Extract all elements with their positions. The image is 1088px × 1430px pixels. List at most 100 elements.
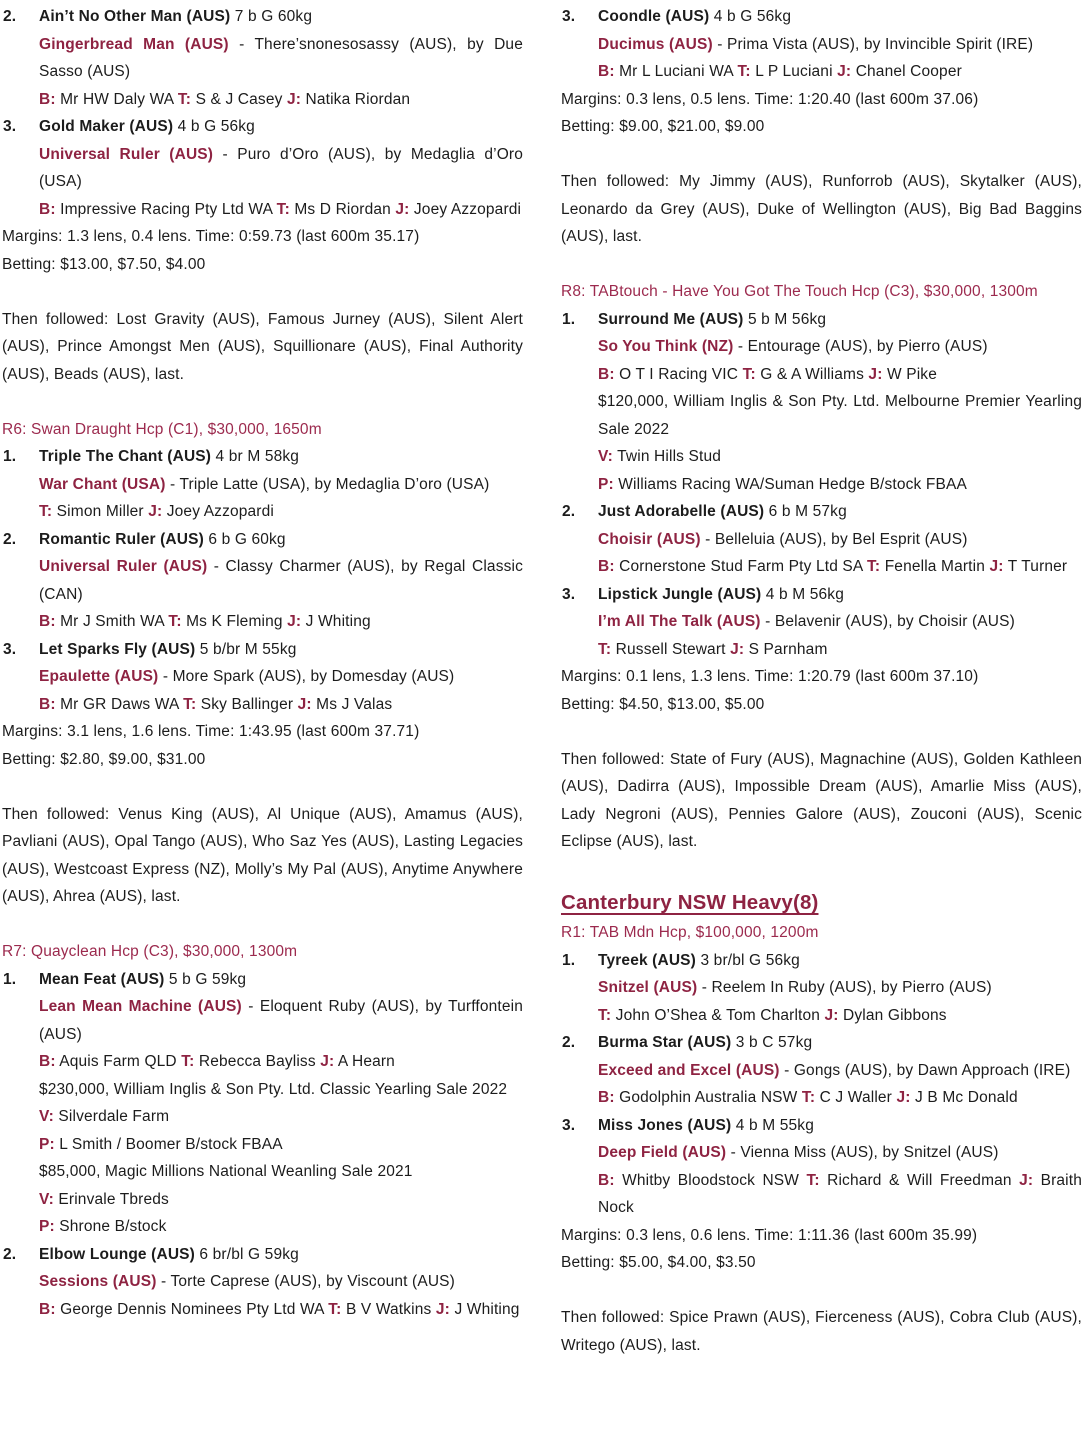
text-run: Aquis Farm QLD	[55, 1053, 182, 1070]
text-run: 7 b G 60kg	[230, 8, 313, 25]
text-run: Ms J Valas	[311, 695, 393, 713]
text-run: - Prima Vista (AUS), by Invincible Spiri…	[712, 35, 1034, 53]
bold-text-run: Coondle (AUS)	[598, 8, 710, 25]
blank-line	[561, 251, 1082, 279]
accent-label: Universal Ruler (AUS)	[39, 558, 208, 575]
text-run: Margins: 0.3 lens, 0.5 lens. Time: 1:20.…	[561, 90, 979, 108]
bold-text-run: Lipstick Jungle (AUS)	[598, 585, 762, 603]
accent-label: Deep Field (AUS)	[598, 1144, 727, 1161]
blank-line	[2, 278, 523, 306]
purchaser-line: P: Shrone B/stock	[2, 1213, 523, 1241]
accent-label: Ducimus (AUS)	[598, 35, 713, 53]
placing-number: 2.	[562, 503, 576, 520]
accent-label: T:	[867, 558, 881, 575]
text-run: 4 b M 55kg	[731, 1116, 814, 1134]
accent-label: J:	[730, 640, 745, 658]
horse-result-line: 1. Triple The Chant (AUS) 4 br M 58kg	[2, 443, 523, 471]
text-run: 6 b G 60kg	[203, 530, 286, 548]
sire-dam-line: I’m All The Talk (AUS) - Belavenir (AUS)…	[561, 608, 1082, 636]
connections-line: B: Aquis Farm QLD T: Rebecca Bayliss J: …	[2, 1048, 523, 1076]
placing-number: 2.	[562, 1034, 576, 1051]
accent-label: Lean Mean Machine (AUS)	[39, 998, 242, 1015]
accent-label: T:	[177, 90, 192, 108]
text-run: Twin Hills Stud	[612, 448, 722, 465]
vendor-line: V: Silverdale Farm	[2, 1103, 523, 1131]
text-run: Ms D Riordan	[289, 200, 396, 218]
accent-label: V:	[39, 1190, 54, 1208]
accent-label: B:	[39, 200, 56, 218]
text-run: - Entourage (AUS), by Pierro (AUS)	[733, 338, 988, 355]
bold-text-run: Ain’t No Other Man (AUS)	[39, 8, 231, 25]
sire-dam-line: Ducimus (AUS) - Prima Vista (AUS), by In…	[561, 31, 1082, 59]
accent-label: B:	[39, 613, 56, 630]
right-column: 3. Coondle (AUS) 4 b G 56kg Ducimus (AUS) …	[561, 3, 1082, 1359]
betting-line: Betting: $2.80, $9.00, $31.00	[2, 746, 523, 774]
sale-line: $85,000, Magic Millions National Weanlin…	[2, 1158, 523, 1186]
text-run: Dylan Gibbons	[838, 1006, 947, 1024]
betting-line: Betting: $9.00, $21.00, $9.00	[561, 113, 1082, 141]
placing-number: 1.	[562, 310, 576, 328]
sire-dam-line: Sessions (AUS) - Torte Caprese (AUS), by…	[2, 1268, 523, 1296]
text-run: Godolphin Australia NSW	[614, 1089, 802, 1106]
accent-label: Choisir (AUS)	[598, 530, 701, 548]
sire-dam-line: War Chant (USA) - Triple Latte (USA), by…	[2, 471, 523, 499]
text-run: Erinvale Tbreds	[53, 1190, 169, 1208]
accent-label: T:	[806, 1171, 820, 1189]
accent-label: P:	[598, 475, 614, 493]
bold-text-run: Tyreek (AUS)	[598, 951, 696, 969]
text-run: Fenella Martin	[880, 558, 990, 575]
text-run: A Hearn	[334, 1053, 395, 1070]
text-run: Margins: 3.1 lens, 1.6 lens. Time: 1:43.…	[2, 723, 420, 740]
accent-label: B:	[598, 1171, 615, 1189]
text-run: - Vienna Miss (AUS), by Snitzel (AUS)	[726, 1144, 999, 1161]
text-run: G & A Williams	[755, 365, 869, 383]
horse-result-line: 3. Lipstick Jungle (AUS) 4 b M 56kg	[561, 581, 1082, 609]
accent-label: B:	[598, 1089, 615, 1106]
sire-dam-line: So You Think (NZ) - Entourage (AUS), by …	[561, 333, 1082, 361]
horse-result-line: 3. Coondle (AUS) 4 b G 56kg	[561, 3, 1082, 31]
bold-text-run: Burma Star (AUS)	[598, 1034, 732, 1051]
sire-dam-line: Gingerbread Man (AUS) - There’snonesosas…	[2, 31, 523, 86]
text-run: Simon Miller	[52, 503, 149, 520]
placing-number: 1.	[3, 448, 17, 465]
accent-label: P:	[39, 1135, 55, 1153]
accent-label: J:	[989, 558, 1004, 575]
also-ran-line: Then followed: My Jimmy (AUS), Runforrob…	[561, 168, 1082, 251]
accent-label: T:	[39, 503, 53, 520]
accent-label: T:	[742, 365, 756, 383]
placing-number: 2.	[3, 530, 17, 548]
text-run: J B Mc Donald	[910, 1089, 1018, 1106]
text-run: Shrone B/stock	[54, 1218, 167, 1235]
text-run: Betting: $13.00, $7.50, $4.00	[2, 255, 206, 273]
horse-result-line: 1. Tyreek (AUS) 3 br/bl G 56kg	[561, 947, 1082, 975]
text-run: Whitby Bloodstock NSW	[614, 1171, 807, 1189]
text-run: Williams Racing WA/Suman Hedge B/stock F…	[613, 475, 967, 493]
accent-label: Exceed and Excel (AUS)	[598, 1061, 780, 1079]
also-ran-line: Then followed: Lost Gravity (AUS), Famou…	[2, 306, 523, 389]
text-run: 3 br/bl G 56kg	[696, 951, 800, 969]
text-run: Chanel Cooper	[851, 63, 962, 80]
placing-number: 3.	[3, 118, 17, 135]
accent-label: B:	[598, 558, 615, 575]
accent-label: J:	[287, 613, 302, 630]
text-run: T Turner	[1003, 558, 1068, 575]
text-run: 5 b M 56kg	[743, 310, 827, 328]
text-run: Margins: 0.3 lens, 0.6 lens. Time: 1:11.…	[561, 1226, 978, 1244]
sire-dam-line: Universal Ruler (AUS) - Classy Charmer (…	[2, 553, 523, 608]
also-ran-line: Then followed: State of Fury (AUS), Magn…	[561, 746, 1082, 856]
text-run: Betting: $9.00, $21.00, $9.00	[561, 118, 765, 135]
accent-label: So You Think (NZ)	[598, 338, 734, 355]
placing-number: 1.	[562, 951, 576, 969]
text-run: Betting: $2.80, $9.00, $31.00	[2, 750, 206, 768]
text-run: 6 b M 57kg	[764, 503, 847, 520]
accent-label: Universal Ruler (AUS)	[39, 145, 214, 163]
connections-line: T: Simon Miller J: Joey Azzopardi	[2, 498, 523, 526]
text-run: - Classy Charmer (AUS), by Regal Classic…	[39, 558, 523, 603]
accent-label: J:	[297, 695, 312, 713]
accent-label: B:	[39, 1300, 56, 1318]
blank-line	[2, 773, 523, 801]
connections-line: B: Mr J Smith WA T: Ms K Fleming J: J Wh…	[2, 608, 523, 636]
text-run: L P Luciani	[750, 63, 838, 80]
text-run: Mr GR Daws WA	[55, 695, 184, 713]
accent-label: Sessions (AUS)	[39, 1273, 157, 1290]
